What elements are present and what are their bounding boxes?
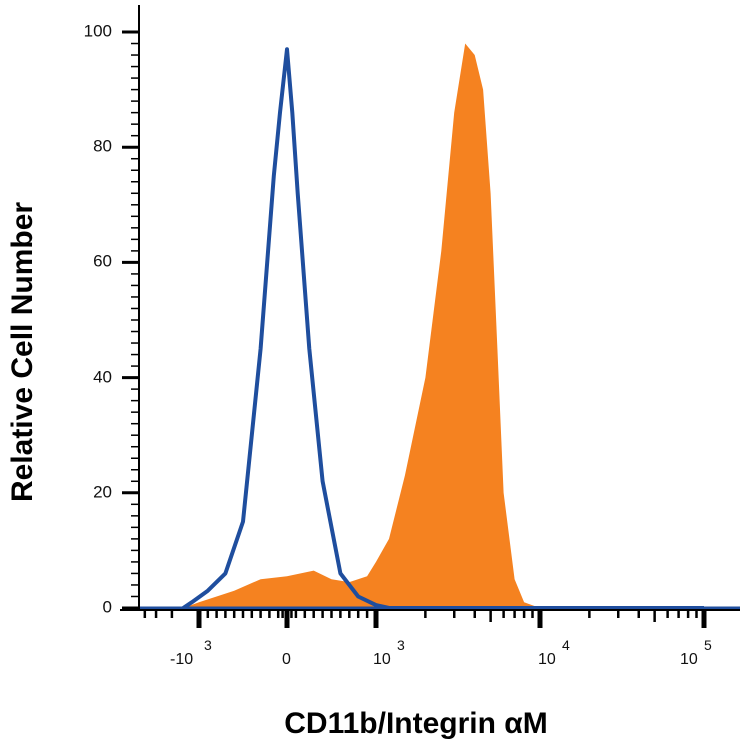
xtick-base: 10 [373, 651, 391, 668]
xtick-label-1e5: 10 5 [680, 637, 712, 668]
ytick-label-0: 0 [103, 597, 112, 616]
xtick-exponent: 5 [704, 637, 712, 653]
tick-labels: 0 20 40 60 80 100 -10 3 0 10 3 10 4 10 5 [84, 21, 712, 668]
xtick-label-neg1e3: -10 3 [170, 637, 212, 668]
y-major-ticks [122, 30, 139, 610]
xtick-exponent: 3 [204, 637, 212, 653]
ytick-label-60: 60 [93, 251, 112, 270]
y-axis [122, 5, 140, 610]
xtick-label-1e4: 10 4 [538, 637, 570, 668]
xtick-exponent: 4 [562, 637, 570, 653]
series-filled-histogram [183, 43, 704, 608]
xtick-base: 0 [282, 651, 291, 668]
x-minor-ticks [143, 610, 698, 622]
y-minor-ticks [131, 42, 139, 598]
ytick-label-80: 80 [93, 136, 112, 155]
ytick-label-100: 100 [84, 21, 112, 40]
x-major-ticks [196, 610, 707, 628]
xtick-base: 10 [538, 651, 556, 668]
plot-area [140, 43, 740, 610]
y-axis-title: Relative Cell Number [6, 202, 39, 502]
x-axis-title: CD11b/Integrin αM [284, 707, 547, 740]
ytick-label-40: 40 [93, 367, 112, 386]
xtick-base: 10 [680, 651, 698, 668]
x-axis [120, 609, 740, 628]
xtick-label-1e3: 10 3 [373, 637, 405, 668]
ytick-label-20: 20 [93, 482, 112, 501]
xtick-base: -10 [170, 651, 193, 668]
xtick-label-0: 0 [282, 651, 291, 668]
series-line-histogram [182, 47, 704, 610]
xtick-exponent: 3 [397, 637, 405, 653]
